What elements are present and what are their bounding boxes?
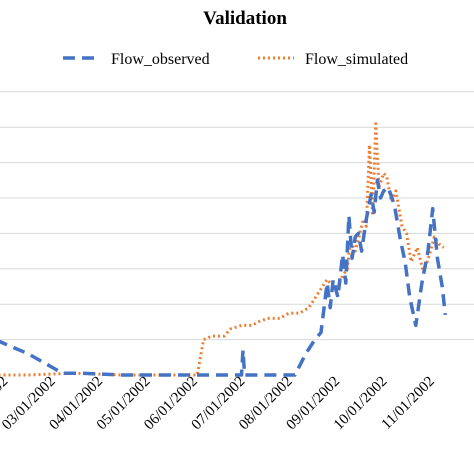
legend-label-flow-observed: Flow_observed	[111, 51, 210, 68]
legend-label-flow-simulated: Flow_simulated	[305, 51, 408, 68]
series-line-flow-observed	[0, 178, 448, 377]
series-layer	[0, 122, 448, 377]
series-line-flow-simulated	[0, 122, 445, 377]
gridlines	[0, 91, 474, 341]
chart-legend: Flow_observed Flow_simulated	[63, 51, 408, 68]
chart-title: Validation	[203, 8, 287, 29]
x-axis-tick-labels: 02/01/200203/01/200204/01/200205/01/2002…	[0, 374, 438, 434]
